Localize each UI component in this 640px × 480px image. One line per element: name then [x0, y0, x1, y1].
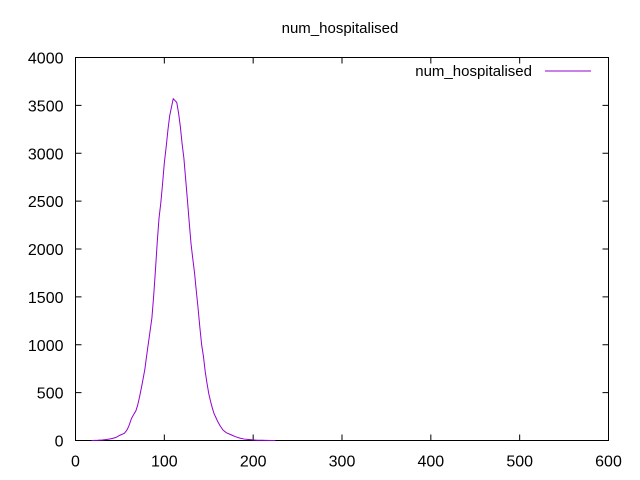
ticks-layer: 0 100 200 300 400 500 600 0 500 1000 1500 2000 2500 3… [28, 51, 622, 471]
x-tick-label: 500 [506, 454, 533, 471]
x-tick-label: 200 [240, 454, 267, 471]
y-tick-label: 1000 [28, 338, 64, 355]
x-tick-label: 600 [595, 454, 622, 471]
x-tick-label: 100 [151, 454, 178, 471]
series-line-0 [91, 98, 276, 441]
x-tick-label: 0 [71, 454, 80, 471]
y-tick-label: 500 [37, 386, 64, 403]
y-tick-label: 3000 [28, 146, 64, 163]
y-tick-label: 3500 [28, 98, 64, 115]
legend-label: num_hospitalised [415, 63, 532, 80]
plot-frame [75, 57, 609, 441]
series-layer [91, 98, 276, 441]
legend: num_hospitalised [415, 63, 591, 80]
x-tick-label: 300 [329, 454, 356, 471]
y-tick-label: 0 [55, 434, 64, 451]
y-tick-label: 1500 [28, 290, 64, 307]
x-tick-label: 400 [417, 454, 444, 471]
y-tick-label: 4000 [28, 51, 64, 68]
y-tick-label: 2000 [28, 242, 64, 259]
y-tick-label: 2500 [28, 194, 64, 211]
chart-title: num_hospitalised [282, 20, 399, 37]
